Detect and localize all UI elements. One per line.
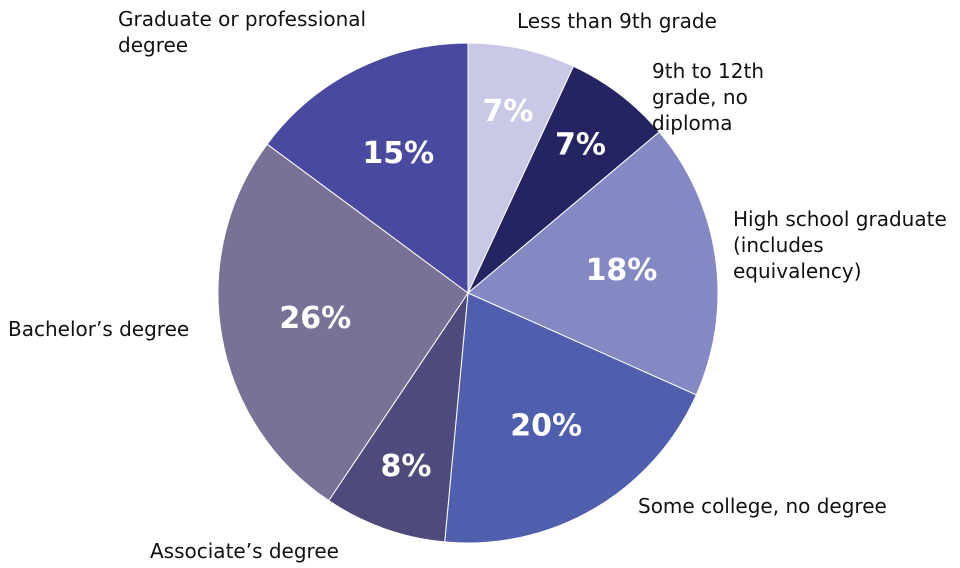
pie-slice bbox=[467, 131, 719, 396]
pie-slice bbox=[266, 42, 469, 294]
slice-label: Associate’s degree bbox=[150, 539, 339, 563]
value-label: 7% bbox=[482, 94, 533, 129]
value-label: 18% bbox=[586, 253, 658, 288]
slice-label: Some college, no degree bbox=[638, 494, 887, 518]
pie-slice bbox=[444, 292, 697, 544]
pie-slice bbox=[467, 42, 575, 294]
value-label: 8% bbox=[380, 449, 431, 484]
value-label: 26% bbox=[279, 301, 351, 336]
slice-label: Graduate or professional degree bbox=[118, 7, 367, 57]
slice-label: High school graduate (includes equivalen… bbox=[733, 207, 947, 283]
value-label: 15% bbox=[362, 136, 434, 171]
value-label: 7% bbox=[555, 128, 606, 163]
slice-label: Bachelor’s degree bbox=[8, 317, 190, 341]
pie-slice bbox=[467, 65, 660, 294]
value-label: 20% bbox=[510, 408, 582, 443]
pie-slice bbox=[217, 143, 469, 502]
pie-slice bbox=[328, 292, 469, 543]
slice-label: 9th to 12th grade, no diploma bbox=[652, 59, 765, 135]
slice-label: Less than 9th grade bbox=[517, 9, 717, 33]
